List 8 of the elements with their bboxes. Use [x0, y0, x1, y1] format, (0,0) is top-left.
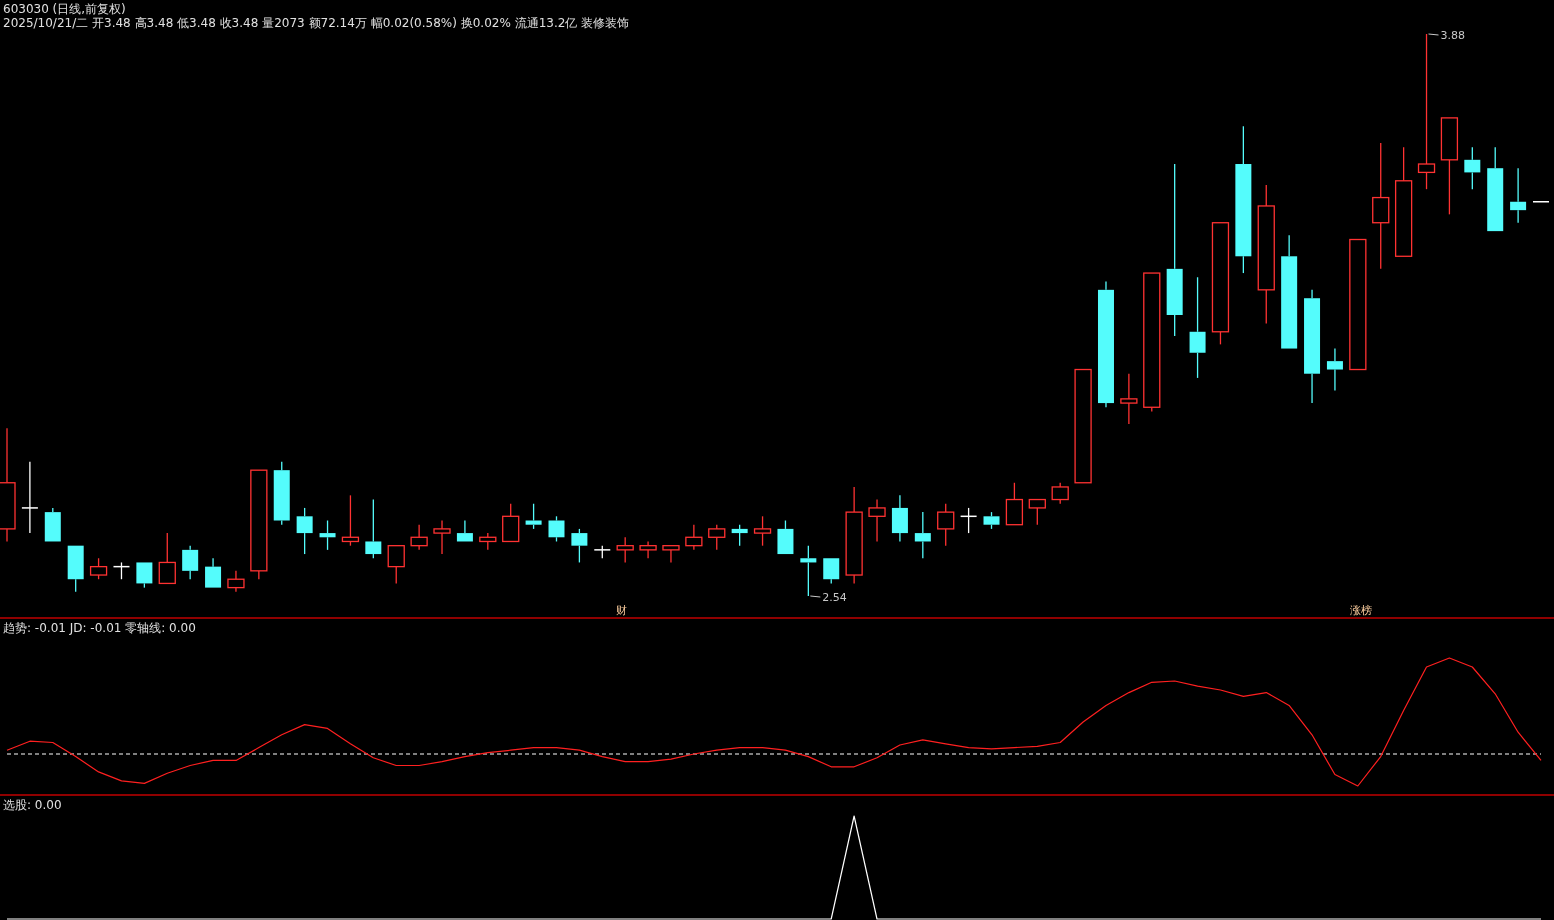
chart-title: 选股: 0.00	[3, 798, 62, 812]
annotation: 2.54	[822, 591, 847, 604]
chart-title: 603030 (日线,前复权)	[3, 2, 126, 16]
annotation: 3.88	[1440, 29, 1466, 42]
text: 财	[616, 604, 628, 617]
text: 涨榜	[1350, 604, 1373, 617]
chart-subtitle: 2025/10/21/二 开3.48 高3.48 低3.48 收3.48 量2073 额72.14万 幅0.02(0.58%) 换0.02% 流通13.2亿 装修装饰	[3, 16, 630, 30]
chart-title: 趋势: -0.01 JD: -0.01 零轴线: 0.00	[3, 621, 196, 635]
